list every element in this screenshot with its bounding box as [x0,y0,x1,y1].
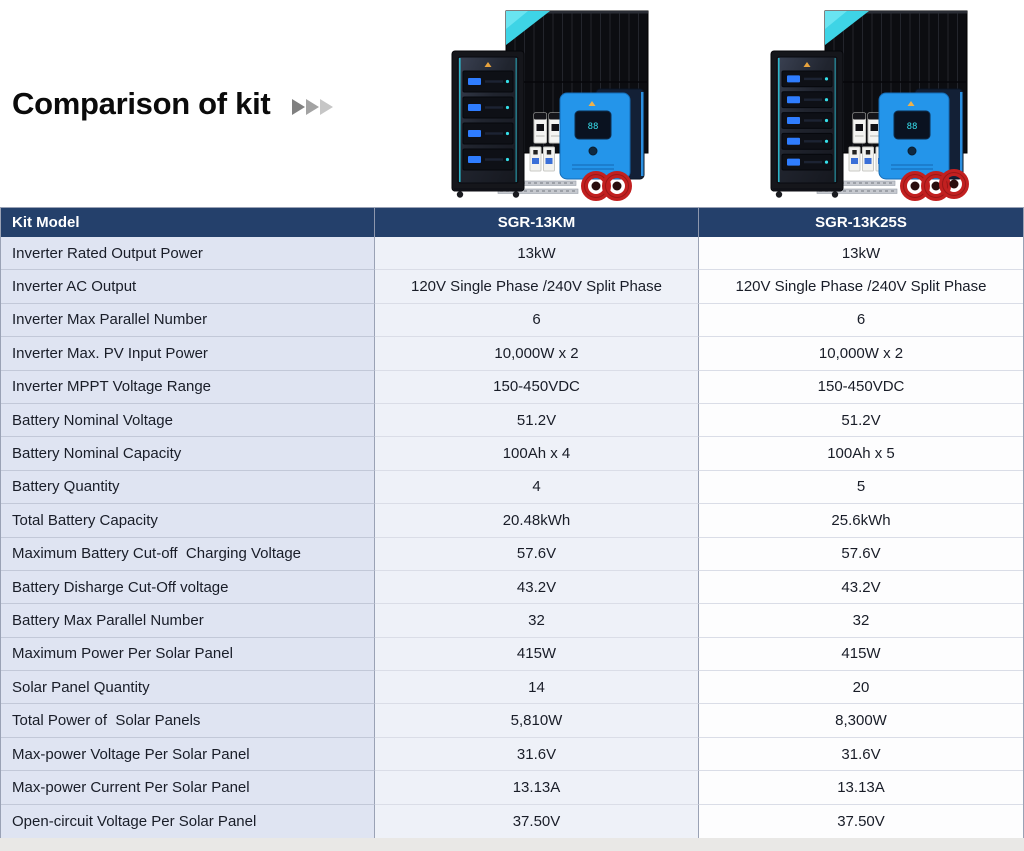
spec-label: Inverter MPPT Voltage Range [1,370,375,404]
table-row: Maximum Power Per Solar Panel 415W 415W [1,637,1023,672]
kit-photo-sgr-13km: 88 [444,5,659,201]
spec-value-sgr-13k25s: 20 [699,671,1023,705]
spec-value-sgr-13k25s: 5 [699,470,1023,505]
spec-label: Inverter Max. PV Input Power [1,337,375,371]
spec-label: Battery Max Parallel Number [1,604,375,638]
table-row: Inverter Rated Output Power 13kW 13kW [1,237,1023,271]
spec-label: Battery Nominal Capacity [1,437,375,471]
spec-label: Battery Quantity [1,470,375,505]
column-header-sgr-13k25s: SGR-13K25S [815,214,907,231]
spec-label: Inverter Max Parallel Number [1,303,375,338]
cable-coil-icons [581,171,632,201]
spec-value-sgr-13k25s: 37.50V [699,804,1023,839]
spec-value-sgr-13km: 51.2V [375,403,699,438]
chevron-right-icon [306,99,320,115]
table-header: Kit Model SGR-13KM SGR-13K25S [1,208,1023,237]
spec-value-sgr-13km: 20.48kWh [375,504,699,538]
inverter-icon: 88 [559,88,645,180]
spec-label: Total Power of Solar Panels [1,704,375,738]
chevron-right-icon [320,99,334,115]
spec-value-sgr-13km: 13kW [375,237,699,271]
table-row: Inverter MPPT Voltage Range 150-450VDC 150… [1,370,1023,404]
spec-value-sgr-13k25s: 57.6V [699,537,1023,571]
spec-value-sgr-13k25s: 10,000W x 2 [699,337,1023,371]
spec-value-sgr-13k25s: 32 [699,604,1023,638]
spec-label: Inverter Rated Output Power [1,237,375,271]
spec-value-sgr-13k25s: 150-450VDC [699,370,1023,404]
column-header-sgr-13km: SGR-13KM [375,208,699,237]
spec-value-sgr-13km: 37.50V [375,804,699,839]
spec-value-sgr-13km: 100Ah x 4 [375,437,699,471]
spec-value-sgr-13km: 10,000W x 2 [375,337,699,371]
cable-coil-icons [900,169,969,201]
spec-label: Solar Panel Quantity [1,671,375,705]
title-block: Comparison of kit [12,86,334,122]
table-row: Max-power Voltage Per Solar Panel 31.6V 31… [1,737,1023,772]
spec-value-sgr-13k25s: 100Ah x 5 [699,437,1023,471]
spec-value-sgr-13k25s: 415W [699,637,1023,672]
spec-value-sgr-13km: 6 [375,303,699,338]
svg-text:88: 88 [588,122,599,132]
spec-label: Maximum Power Per Solar Panel [1,637,375,672]
breaker-box-icons [529,112,562,172]
spec-label: Max-power Current Per Solar Panel [1,771,375,805]
kit-illustration: 88 [451,10,649,201]
spec-value-sgr-13k25s: 13.13A [699,771,1023,805]
spec-label: Battery Nominal Voltage [1,403,375,438]
table-row: Maximum Battery Cut-off Charging Voltage… [1,537,1023,571]
kit-model-header: Kit Model [1,208,375,237]
table-row: Battery Nominal Capacity 100Ah x 4 100Ah x… [1,437,1023,471]
spec-value-sgr-13km: 120V Single Phase /240V Split Phase [375,270,699,304]
spec-label: Open-circuit Voltage Per Solar Panel [1,804,375,839]
table-row: Total Battery Capacity 20.48kWh 25.6kWh [1,504,1023,538]
spec-value-sgr-13k25s: 31.6V [699,737,1023,772]
table-row: Inverter AC Output 120V Single Phase /240… [1,270,1023,304]
spec-value-sgr-13k25s: 25.6kWh [699,504,1023,538]
spec-value-sgr-13km: 14 [375,671,699,705]
comparison-table: Kit Model SGR-13KM SGR-13K25S Inverter R… [0,207,1024,839]
spec-value-sgr-13km: 415W [375,637,699,672]
spec-value-sgr-13km: 43.2V [375,570,699,605]
chevron-right-icon [292,99,306,115]
table-row: Battery Disharge Cut-Off voltage 43.2V 43.… [1,570,1023,605]
page-title: Comparison of kit [12,86,271,121]
table-row: Total Power of Solar Panels 5,810W 8,300W [1,704,1023,738]
table-body: Inverter Rated Output Power 13kW 13kW Inver… [1,237,1023,839]
spec-value-sgr-13k25s: 43.2V [699,570,1023,605]
table-row: Open-circuit Voltage Per Solar Panel 37.5… [1,804,1023,839]
inverter-icon: 88 [878,88,964,180]
table-row: Max-power Current Per Solar Panel 13.13A 1… [1,771,1023,805]
kit-illustration: 88 [770,10,969,201]
spec-value-sgr-13km: 5,810W [375,704,699,738]
spec-label: Maximum Battery Cut-off Charging Voltage [1,537,375,571]
spec-value-sgr-13km: 31.6V [375,737,699,772]
spec-value-sgr-13km: 57.6V [375,537,699,571]
spec-value-sgr-13k25s: 6 [699,303,1023,338]
spec-value-sgr-13k25s: 13kW [699,237,1023,271]
svg-text:88: 88 [907,122,918,132]
spec-value-sgr-13km: 150-450VDC [375,370,699,404]
spec-label: Inverter AC Output [1,270,375,304]
spec-label: Total Battery Capacity [1,504,375,538]
spec-value-sgr-13k25s: 120V Single Phase /240V Split Phase [699,270,1023,304]
footer-strip [0,838,1024,851]
spec-label: Max-power Voltage Per Solar Panel [1,737,375,772]
table-row: Battery Nominal Voltage 51.2V 51.2V [1,403,1023,438]
battery-cabinet-icon [770,50,844,198]
spec-value-sgr-13km: 4 [375,470,699,505]
title-arrows [292,99,334,115]
kit-photo-sgr-13k25s: 88 [763,5,978,201]
table-row: Battery Max Parallel Number 32 32 [1,604,1023,638]
table-row: Solar Panel Quantity 14 20 [1,671,1023,705]
spec-value-sgr-13km: 32 [375,604,699,638]
spec-value-sgr-13k25s: 8,300W [699,704,1023,738]
table-row: Battery Quantity 4 5 [1,470,1023,505]
table-row: Inverter Max Parallel Number 6 6 [1,303,1023,338]
spec-label: Battery Disharge Cut-Off voltage [1,570,375,605]
battery-cabinet-icon [451,50,525,198]
spec-value-sgr-13km: 13.13A [375,771,699,805]
spec-value-sgr-13k25s: 51.2V [699,403,1023,438]
